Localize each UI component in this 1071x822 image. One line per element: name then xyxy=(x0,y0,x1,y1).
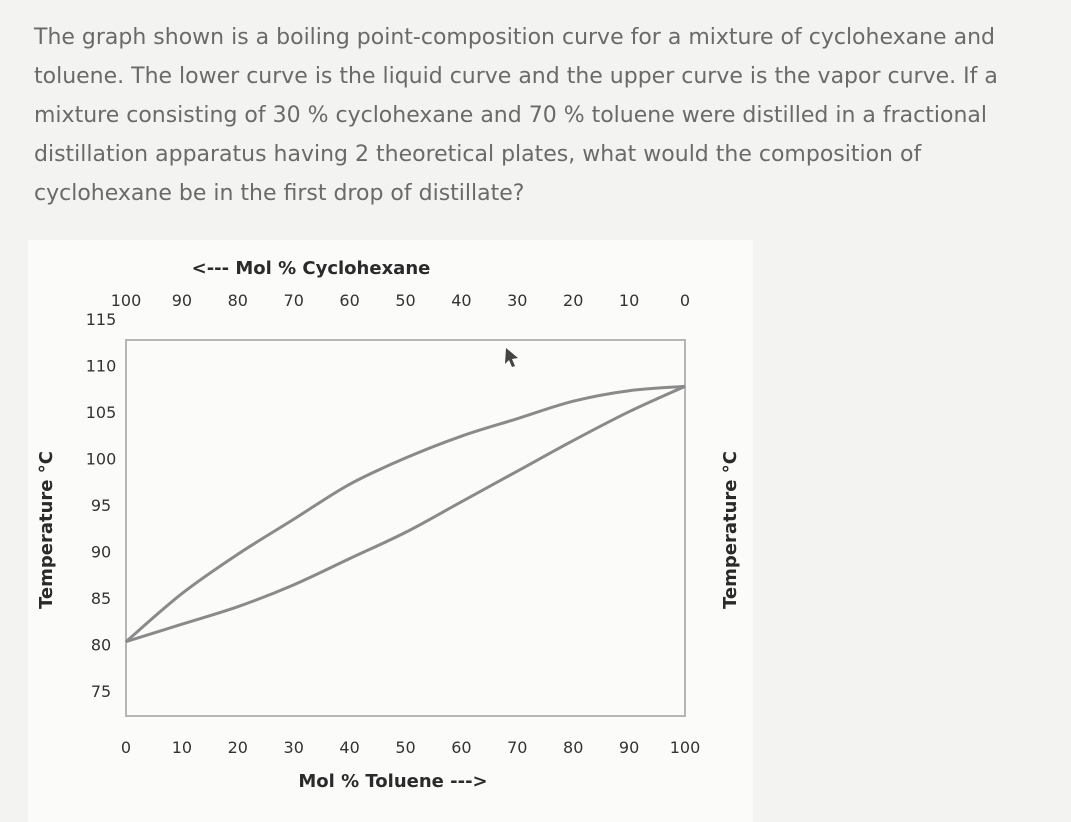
bottom-tick-label: 90 xyxy=(619,738,639,757)
vapor-curve xyxy=(125,384,686,643)
bottom-tick-label: 40 xyxy=(339,738,359,757)
top-tick-label: 100 xyxy=(111,291,142,310)
y-tick-label: 110 xyxy=(86,357,117,376)
y-tick-label: 105 xyxy=(86,403,117,422)
top-tick-label: 50 xyxy=(395,291,415,310)
top-tick-label: 0 xyxy=(680,291,690,310)
y-axis-label-right: Temperature °C xyxy=(720,451,741,609)
bottom-tick-label: 60 xyxy=(451,738,471,757)
y-tick-label: 95 xyxy=(91,496,111,515)
top-tick-label: 20 xyxy=(563,291,583,310)
top-axis-label: <--- Mol % Cyclohexane xyxy=(192,258,431,279)
mouse-cursor-icon xyxy=(505,348,518,367)
bottom-tick-label: 0 xyxy=(121,738,131,757)
liquid-curve xyxy=(125,384,686,644)
plot-frame xyxy=(125,339,686,717)
top-tick-label: 40 xyxy=(451,291,471,310)
top-tick-label: 60 xyxy=(339,291,359,310)
bottom-tick-label: 80 xyxy=(563,738,583,757)
x-axis-label: Mol % Toluene ---> xyxy=(298,771,487,792)
bottom-tick-label: 10 xyxy=(172,738,192,757)
bottom-tick-label: 30 xyxy=(284,738,304,757)
top-tick-label: 30 xyxy=(507,291,527,310)
top-tick-label: 10 xyxy=(619,291,639,310)
y-tick-label: 85 xyxy=(91,589,111,608)
y-axis-label-left: Temperature °C xyxy=(36,451,57,609)
y-tick-label: 90 xyxy=(91,543,111,562)
top-tick-label: 90 xyxy=(172,291,192,310)
y-tick-label: 100 xyxy=(86,450,117,469)
top-tick-label: 70 xyxy=(284,291,304,310)
bottom-tick-label: 100 xyxy=(670,738,701,757)
bottom-tick-label: 20 xyxy=(228,738,248,757)
top-tick-label: 80 xyxy=(228,291,248,310)
bottom-tick-label: 50 xyxy=(395,738,415,757)
y-tick-label: 115 xyxy=(86,310,117,329)
y-tick-label: 75 xyxy=(91,682,111,701)
question-text: The graph shown is a boiling point-compo… xyxy=(34,25,998,206)
y-tick-label: 80 xyxy=(91,636,111,655)
chart-panel: <--- Mol % Cyclohexane 100 90 80 70 60 50 40 30 2… xyxy=(28,240,753,822)
bottom-tick-label: 70 xyxy=(507,738,527,757)
